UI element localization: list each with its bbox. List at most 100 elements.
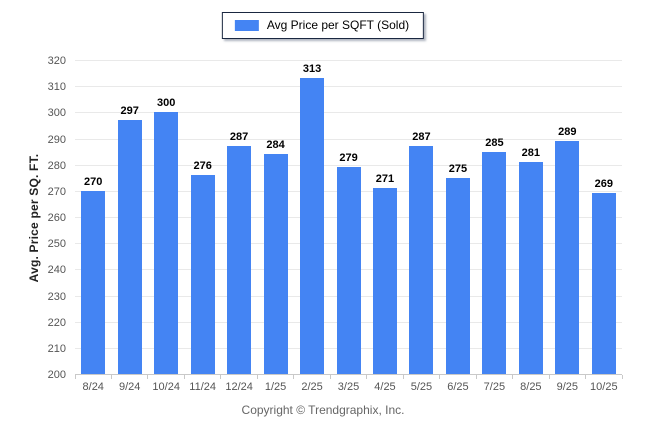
y-axis-labels: 200 210 220 230 240 250 260 270 280 290 300 310 320 [0, 55, 66, 381]
x-tick [475, 375, 477, 379]
x-tick [256, 375, 258, 379]
bar-value-label: 279 [339, 152, 358, 164]
bar-value-label: 281 [521, 147, 541, 159]
gridline [75, 86, 622, 88]
x-tick-label: 10/24 [152, 381, 180, 393]
y-tick-label: 280 [47, 159, 66, 172]
y-tick-label: 320 [47, 55, 66, 67]
bar-value-label: 285 [485, 137, 504, 149]
gridline [75, 138, 622, 140]
x-tick [366, 375, 368, 379]
x-tick-label: 11/24 [189, 381, 216, 393]
bar-column: 297 [111, 60, 147, 374]
gridline [75, 112, 622, 114]
copyright-text: Copyright © Trendgraphix, Inc. [241, 403, 405, 417]
gridline [75, 164, 622, 166]
x-tick-label: 12/24 [225, 381, 253, 393]
bar-value-label: 297 [120, 105, 139, 117]
bar-value-label: 289 [558, 126, 577, 138]
bar-column: 285 [476, 60, 512, 374]
x-tick [329, 375, 331, 379]
bar-column: 276 [184, 60, 220, 374]
bar[interactable] [445, 178, 470, 374]
x-axis-ticks [74, 375, 623, 379]
bar-value-label: 300 [156, 97, 176, 109]
x-tick-label: 8/24 [82, 381, 104, 393]
legend-swatch-icon [234, 19, 259, 31]
bar-value-label: 269 [594, 178, 613, 190]
x-tick-label: 9/24 [118, 381, 141, 393]
gridline [75, 60, 622, 61]
bar-value-label: 270 [84, 176, 103, 188]
y-tick-label: 220 [47, 316, 66, 329]
legend-label: Avg Price per SQFT (Sold) [266, 18, 410, 32]
bar-column: 289 [549, 60, 585, 374]
x-tick-label: 2/25 [301, 381, 323, 393]
y-tick-label: 270 [47, 185, 66, 198]
x-tick [220, 375, 222, 379]
bar-column: 275 [440, 60, 476, 374]
bar-value-label: 275 [448, 163, 468, 175]
bar-column: 313 [294, 60, 330, 374]
bar[interactable] [336, 167, 361, 374]
x-tick [548, 375, 550, 379]
y-tick-label: 310 [47, 81, 66, 94]
bar[interactable] [81, 191, 106, 374]
y-tick-label: 200 [47, 369, 66, 381]
x-tick [585, 375, 587, 379]
y-tick-label: 300 [47, 107, 66, 120]
x-tick [293, 375, 295, 379]
bar[interactable] [154, 112, 179, 374]
plot-area: 270 297 300 276 287 284 313 279 271 287 275 285 281 2… [75, 60, 622, 375]
x-tick [183, 375, 185, 379]
bar-column: 270 [75, 60, 111, 374]
bar[interactable] [518, 162, 543, 374]
y-tick-label: 290 [47, 133, 66, 146]
x-tick-label: 7/25 [483, 381, 506, 393]
y-tick-label: 250 [47, 238, 66, 251]
x-tick-label: 10/25 [590, 381, 618, 393]
x-tick [439, 375, 441, 379]
bar-column: 279 [330, 60, 366, 374]
bar[interactable] [227, 146, 252, 374]
bar-column: 287 [403, 60, 439, 374]
bar-value-label: 276 [193, 160, 212, 172]
bar-value-label: 313 [302, 63, 322, 75]
x-axis-line [75, 374, 622, 375]
x-tick [147, 375, 149, 379]
y-tick-label: 230 [47, 290, 66, 303]
x-tick [512, 375, 514, 379]
x-tick-label: 3/25 [337, 381, 360, 393]
bar-column: 271 [367, 60, 403, 374]
bar[interactable] [409, 146, 434, 374]
y-tick-label: 210 [47, 342, 66, 355]
x-tick-label: 6/25 [447, 381, 469, 393]
bar-column: 269 [586, 60, 622, 374]
bar[interactable] [263, 154, 288, 374]
bar[interactable] [117, 120, 142, 374]
bar-column: 287 [221, 60, 257, 374]
x-tick-label: 8/25 [520, 381, 542, 393]
bar[interactable] [555, 141, 580, 374]
bar-value-label: 271 [375, 173, 395, 185]
x-tick [74, 375, 76, 379]
bar[interactable] [190, 175, 215, 374]
x-tick-label: 4/25 [374, 381, 396, 393]
bar[interactable] [591, 193, 616, 374]
bar[interactable] [372, 188, 397, 374]
x-tick-label: 5/25 [410, 381, 433, 393]
legend[interactable]: Avg Price per SQFT (Sold) [221, 12, 425, 39]
y-tick-label: 260 [47, 212, 66, 224]
bar-value-label: 284 [266, 139, 285, 151]
x-tick-label: 1/25 [264, 381, 287, 393]
bar-column: 284 [257, 60, 293, 374]
bar-value-label: 287 [229, 131, 249, 143]
x-tick [402, 375, 404, 379]
bar-column: 300 [148, 60, 184, 374]
x-axis-labels: 8/24 9/24 10/24 11/24 12/24 1/25 2/25 3/25 4/25 5… [75, 381, 622, 393]
x-tick [621, 375, 623, 379]
bar-column: 281 [513, 60, 549, 374]
bar[interactable] [482, 152, 507, 374]
bar[interactable] [300, 78, 325, 374]
